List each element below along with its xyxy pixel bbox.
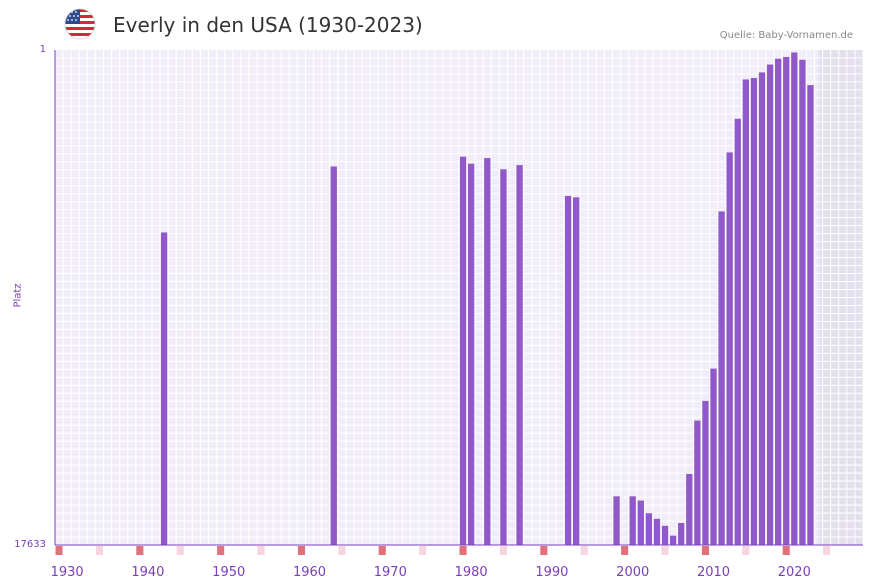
x-tick-label-1980: 1980 <box>455 565 488 580</box>
bar-2007[interactable] <box>686 473 693 545</box>
us-flag-icon <box>64 8 96 40</box>
half-decade-marker <box>338 546 346 555</box>
bar-1986[interactable] <box>516 165 523 546</box>
y-tick-label-top: 1 <box>39 44 46 55</box>
bar-1963[interactable] <box>330 166 337 545</box>
decade-marker <box>378 546 386 555</box>
half-decade-marker <box>499 546 507 555</box>
half-decade-marker <box>742 546 750 555</box>
decade-marker <box>136 546 144 555</box>
year-markers <box>55 546 831 555</box>
x-tick-label-2020: 2020 <box>778 565 811 580</box>
bar-2016[interactable] <box>758 72 766 545</box>
x-tick-label-1950: 1950 <box>212 565 245 580</box>
decade-marker <box>540 546 548 555</box>
x-tick-label-1960: 1960 <box>293 565 326 580</box>
bar-2012[interactable] <box>726 152 733 545</box>
bar-2021[interactable] <box>799 59 806 545</box>
bar-2022[interactable] <box>807 85 814 546</box>
decade-marker <box>297 546 305 555</box>
x-tick-labels: 1930 1940 1950 1960 1970 1980 1990 2000 2010 2020 <box>51 565 811 580</box>
bar-2011[interactable] <box>718 211 725 546</box>
bar-2001[interactable] <box>637 500 644 545</box>
bar-1979[interactable] <box>459 156 467 545</box>
bar-1993[interactable] <box>573 197 580 545</box>
bar-2002[interactable] <box>645 513 653 545</box>
x-tick-label-1970: 1970 <box>374 565 407 580</box>
bar-2006[interactable] <box>678 523 685 545</box>
bar-2019[interactable] <box>783 56 790 545</box>
decade-marker <box>217 546 225 555</box>
bar-1998[interactable] <box>613 496 620 545</box>
bar-2013[interactable] <box>734 118 741 546</box>
bar-2018[interactable] <box>775 58 782 545</box>
half-decade-marker <box>823 546 831 555</box>
bars <box>160 52 814 546</box>
bar-2000[interactable] <box>629 496 636 545</box>
half-decade-marker <box>176 546 184 555</box>
x-tick-label-2000: 2000 <box>616 565 649 580</box>
decade-marker <box>621 546 629 555</box>
x-tick-label-1930: 1930 <box>51 565 84 580</box>
y-tick-label-bottom: 17633 <box>14 539 46 550</box>
grid-lines <box>54 50 864 545</box>
bar-1982[interactable] <box>484 158 491 546</box>
x-tick-label-2010: 2010 <box>697 565 730 580</box>
decade-marker <box>701 546 709 555</box>
half-decade-marker <box>580 546 588 555</box>
bar-2014[interactable] <box>742 79 749 545</box>
bar-1942[interactable] <box>160 232 168 545</box>
bar-2020[interactable] <box>791 52 798 545</box>
bar-2017[interactable] <box>766 64 774 546</box>
half-decade-marker <box>257 546 265 555</box>
decade-marker <box>459 546 467 555</box>
bar-1992[interactable] <box>564 195 572 546</box>
half-decade-marker <box>661 546 669 555</box>
half-decade-marker <box>95 546 103 555</box>
bar-2009[interactable] <box>702 400 709 545</box>
bar-2010[interactable] <box>710 368 717 545</box>
bar-2005[interactable] <box>669 535 677 545</box>
bar-1980[interactable] <box>467 163 475 545</box>
source-credit: Quelle: Baby-Vornamen.de <box>719 30 853 41</box>
bar-2008[interactable] <box>694 420 701 545</box>
x-tick-label-1990: 1990 <box>535 565 568 580</box>
bar-2004[interactable] <box>661 525 669 545</box>
bar-2003[interactable] <box>653 518 661 545</box>
decade-marker <box>55 546 63 555</box>
bar-1984[interactable] <box>500 169 507 545</box>
x-tick-label-1940: 1940 <box>131 565 164 580</box>
chart-title: Everly in den USA (1930-2023) <box>113 13 423 37</box>
bar-2015[interactable] <box>750 78 758 545</box>
decade-marker <box>782 546 790 555</box>
half-decade-marker <box>419 546 427 555</box>
